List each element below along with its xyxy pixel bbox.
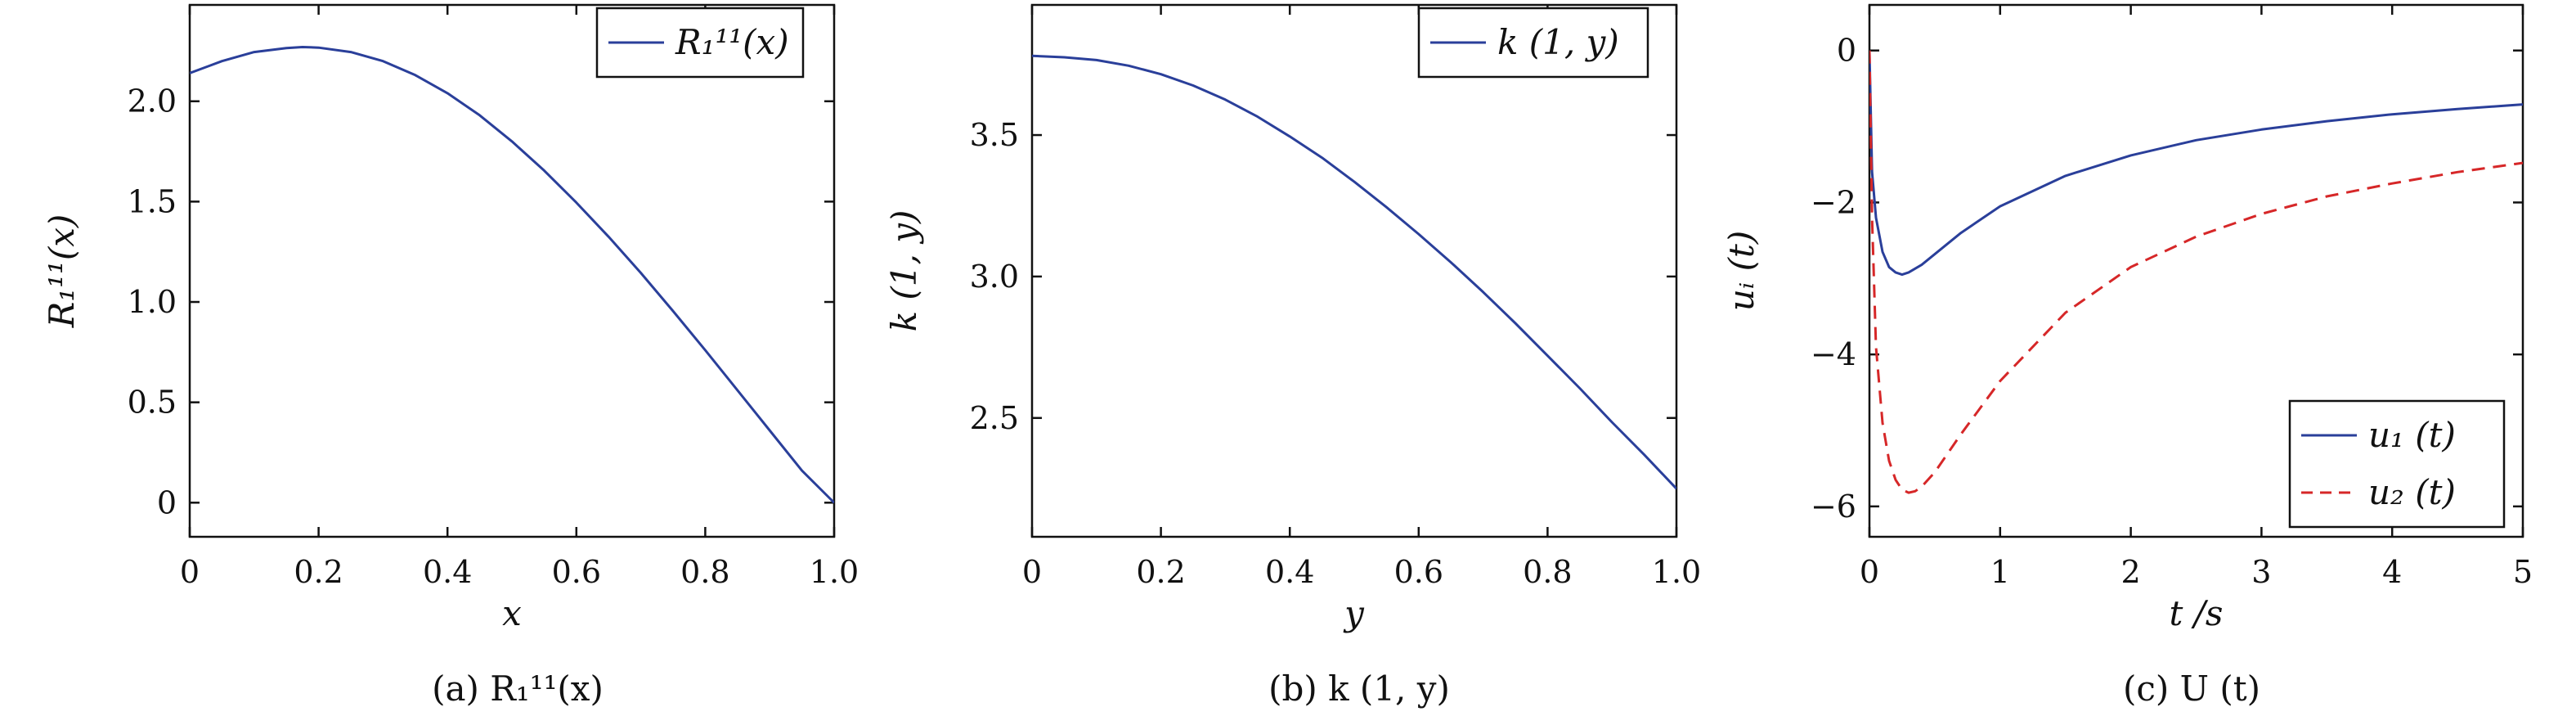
y-tick-label-b: 2.5 [970, 400, 1019, 436]
panel-c: 0 1 2 3 4 5 −6 −4 −2 0 t /s uᵢ (t) u₁ (t) u₂ (t) [1721, 3, 2533, 633]
plot-frame-b [1030, 3, 1678, 538]
series-line-b-1 [1032, 54, 1676, 490]
caption-a: (a) R₁¹¹(x) [432, 669, 604, 709]
y-tick-label-b: 3.0 [970, 259, 1019, 295]
legend-label-a-1: R₁¹¹(x) [675, 22, 789, 62]
x-tick-label-a: 0.4 [423, 554, 472, 590]
x-tick-label-a: 0 [180, 554, 200, 590]
x-axis-label-c: t /s [2170, 593, 2224, 633]
x-tick-label-b: 0 [1022, 554, 1042, 590]
y-tick-label-c: −6 [1811, 489, 1856, 525]
plot-frame-a [188, 3, 836, 538]
x-tick-label-a: 0.8 [680, 554, 729, 590]
legend-label-c-1: u₁ (t) [2368, 415, 2456, 455]
series-line-c-1 [1869, 50, 2523, 277]
caption-c: (c) U (t) [2123, 669, 2260, 709]
x-tick-label-c: 4 [2382, 554, 2402, 590]
y-tick-label-c: −2 [1811, 184, 1856, 220]
y-tick-label-a: 1.0 [128, 284, 177, 320]
legend-box-c [2288, 399, 2506, 529]
y-axis-label-b: k (1, y) [884, 210, 924, 332]
x-tick-label-b: 0.4 [1265, 554, 1314, 590]
caption-b: (b) k (1, y) [1268, 669, 1450, 709]
x-tick-label-c: 1 [1990, 554, 2010, 590]
x-tick-label-a: 0.2 [294, 554, 343, 590]
x-tick-label-c: 3 [2251, 554, 2271, 590]
x-tick-label-c: 0 [1860, 554, 1879, 590]
panel-b: 0 0.2 0.4 0.6 0.8 1.0 2.5 3.0 3.5 y k (1, y) k (1, … [884, 3, 1701, 633]
x-tick-label-b: 1.0 [1652, 554, 1701, 590]
legend-label-c-2: u₂ (t) [2368, 472, 2456, 512]
y-tick-label-a: 1.5 [128, 183, 177, 219]
x-tick-label-b: 0.8 [1523, 554, 1572, 590]
y-tick-label-c: 0 [1837, 33, 1856, 69]
plot-frame-c [1868, 3, 2524, 538]
series-line-c-2 [1869, 50, 2523, 494]
x-tick-label-a: 1.0 [810, 554, 859, 590]
x-tick-label-c: 5 [2513, 554, 2533, 590]
x-tick-label-b: 0.6 [1394, 554, 1443, 590]
y-axis-label-c: uᵢ (t) [1721, 231, 1761, 312]
y-tick-label-c: −4 [1811, 336, 1856, 372]
panel-a: 0 0.2 0.4 0.6 0.8 1.0 0 0.5 1.0 1.5 2.0 x R₁¹¹(x) R₁¹… [42, 3, 859, 633]
y-tick-label-a: 0.5 [128, 385, 177, 421]
x-axis-label-b: y [1343, 593, 1365, 633]
y-tick-label-a: 0 [157, 484, 177, 520]
y-tick-label-a: 2.0 [128, 83, 177, 119]
y-tick-label-b: 3.5 [970, 117, 1019, 153]
x-tick-label-b: 0.2 [1136, 554, 1185, 590]
series-line-a-1 [190, 46, 834, 504]
x-tick-label-c: 2 [2121, 554, 2141, 590]
x-axis-label-a: x [502, 593, 522, 633]
y-axis-label-a: R₁¹¹(x) [42, 214, 82, 329]
legend-label-b-1: k (1, y) [1497, 22, 1619, 62]
x-tick-label-a: 0.6 [552, 554, 601, 590]
